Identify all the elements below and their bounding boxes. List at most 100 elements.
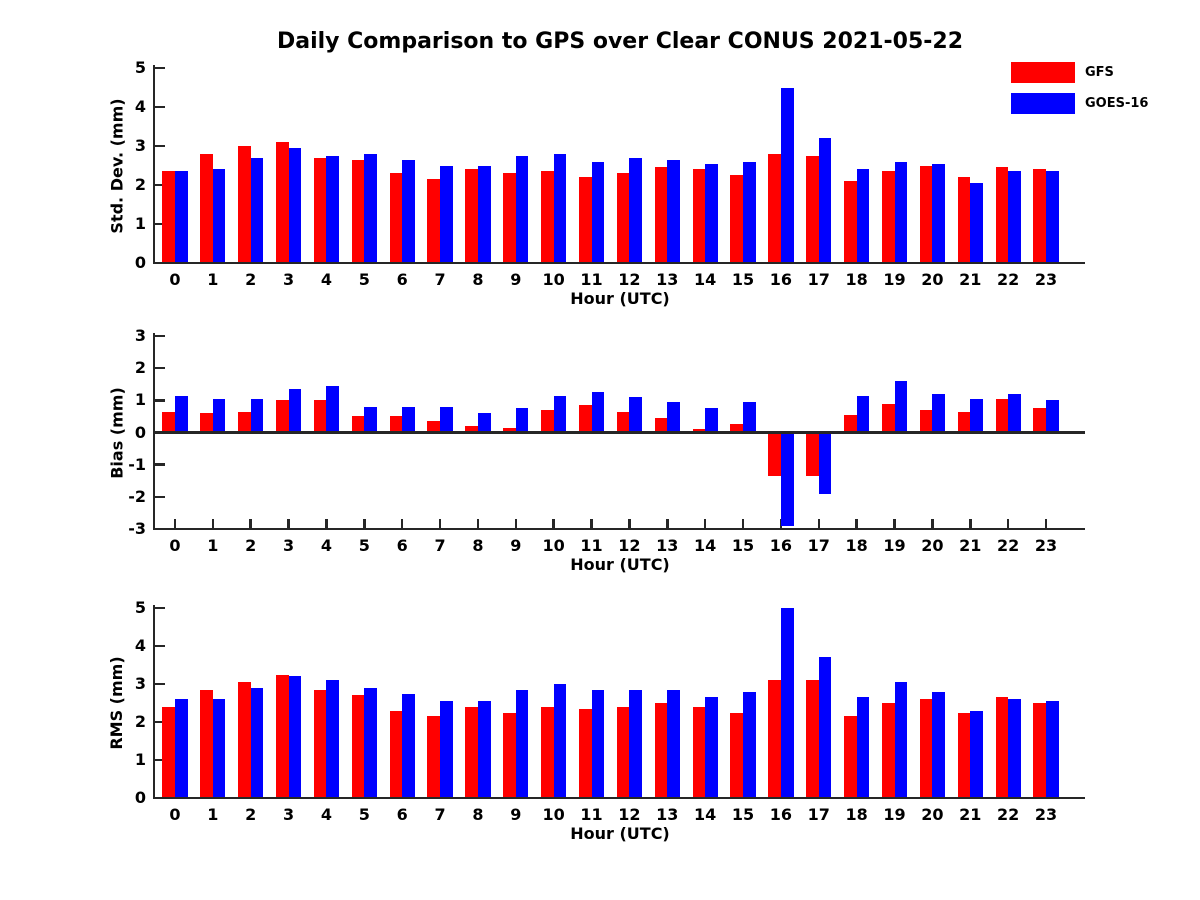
bar-gfs-h11 — [578, 708, 592, 798]
x-tick — [1044, 253, 1048, 263]
x-tick — [325, 253, 328, 263]
bar-goes-16-h1 — [212, 699, 226, 798]
x-tick — [438, 253, 442, 263]
x-tick — [400, 519, 404, 529]
bar-goes-16-h0 — [175, 171, 188, 263]
x-tick — [893, 788, 896, 798]
x-tick — [211, 519, 215, 529]
x-tick-label: 23 — [1034, 536, 1058, 555]
x-tick — [590, 788, 593, 798]
bar-goes-16-h14 — [705, 697, 718, 798]
x-tick-label: 14 — [694, 805, 717, 824]
x-tick — [173, 788, 177, 798]
x-tick-label: 5 — [358, 536, 370, 555]
x-axis-spine — [152, 261, 1085, 265]
bar-gfs-h5 — [351, 416, 365, 433]
bar-goes-16-h6 — [402, 693, 415, 798]
bar-gfs-h19 — [881, 403, 895, 433]
bar-gfs-h21 — [957, 411, 971, 433]
y-tick-label: 2 — [134, 358, 146, 378]
y-tick-label: -3 — [128, 519, 146, 538]
x-tick-label: 22 — [996, 805, 1020, 824]
bar-gfs-h9 — [503, 427, 516, 433]
bar-gfs-h8 — [465, 426, 478, 433]
x-tick-label: 10 — [542, 805, 565, 824]
x-tick-label: 14 — [694, 270, 717, 289]
y-tick-label: 0 — [134, 422, 146, 442]
x-tick — [703, 519, 707, 529]
bar-goes-16-h13 — [667, 689, 680, 798]
bar-gfs-h19 — [881, 703, 895, 798]
y-tick — [155, 431, 165, 434]
bar-goes-16-h22 — [1008, 699, 1021, 798]
bar-gfs-h2 — [238, 682, 251, 798]
x-tick-label: 1 — [207, 270, 219, 289]
x-tick — [476, 788, 480, 798]
bar-goes-16-h6 — [402, 159, 415, 263]
y-tick-label: 0 — [134, 253, 146, 272]
bar-goes-16-h9 — [515, 689, 529, 798]
y-tick-label: 3 — [134, 326, 146, 345]
bar-goes-16-h17 — [818, 657, 832, 798]
y-tick-label: -2 — [128, 486, 146, 506]
legend-item-gfs: GFS — [1011, 62, 1148, 83]
x-axis-label-hour-2: Hour (UTC) — [570, 555, 670, 574]
x-tick — [211, 788, 215, 798]
bar-gfs-h22 — [995, 167, 1009, 263]
y-axis-spine — [152, 333, 155, 531]
x-tick — [287, 253, 290, 263]
bar-gfs-h20 — [919, 165, 933, 263]
y-tick-label: 5 — [134, 598, 146, 617]
x-tick-label: 0 — [169, 270, 181, 289]
bar-goes-16-h23 — [1046, 400, 1059, 433]
bar-goes-16-h23 — [1046, 171, 1059, 263]
bar-gfs-h15 — [730, 175, 744, 263]
bar-goes-16-h9 — [515, 408, 529, 433]
bar-gfs-h9 — [503, 712, 516, 798]
bar-goes-16-h12 — [629, 689, 643, 798]
y-axis-label-bias: Bias (mm) — [107, 386, 126, 479]
y-tick — [155, 183, 165, 187]
x-tick-label: 8 — [472, 805, 484, 824]
y-tick — [155, 720, 165, 724]
bar-goes-16-h21 — [970, 710, 983, 798]
x-tick-label: 20 — [921, 805, 944, 824]
bar-goes-16-h2 — [250, 398, 264, 433]
x-tick-label: 7 — [434, 270, 446, 289]
x-tick-label: 21 — [959, 270, 982, 289]
x-tick — [817, 253, 821, 263]
x-tick — [969, 253, 972, 263]
x-tick-label: 11 — [580, 270, 603, 289]
x-tick-label: 1 — [207, 805, 219, 824]
bar-goes-16-h7 — [440, 701, 453, 798]
x-tick-label: 15 — [731, 805, 755, 824]
bar-gfs-h0 — [162, 171, 175, 263]
x-tick — [628, 788, 631, 798]
y-tick — [155, 644, 165, 648]
x-tick-label: 16 — [769, 536, 793, 555]
legend-item-goes16: GOES-16 — [1011, 93, 1148, 114]
x-tick — [514, 788, 518, 798]
x-tick — [438, 519, 442, 529]
bar-goes-16-h0 — [175, 395, 188, 433]
x-tick — [855, 253, 858, 263]
bar-goes-16-h0 — [175, 699, 188, 798]
bar-gfs-h1 — [200, 689, 213, 798]
legend: GFS GOES-16 — [1011, 62, 1148, 124]
bar-goes-16-h8 — [477, 165, 491, 263]
bar-goes-16-h18 — [856, 395, 870, 433]
x-tick-label: 10 — [542, 270, 565, 289]
x-tick — [893, 253, 896, 263]
x-tick — [931, 519, 934, 529]
y-tick-label: 3 — [134, 136, 146, 155]
y-tick-label: 1 — [134, 214, 146, 233]
x-tick-label: 14 — [694, 536, 717, 555]
bar-goes-16-h11 — [591, 689, 605, 798]
x-tick — [514, 519, 518, 529]
bar-gfs-h14 — [692, 169, 706, 263]
bar-goes-16-h10 — [553, 395, 567, 433]
y-axis-label-std-dev: Std. Dev. (mm) — [107, 97, 126, 234]
x-tick — [1006, 253, 1010, 263]
bar-goes-16-h5 — [364, 153, 377, 263]
